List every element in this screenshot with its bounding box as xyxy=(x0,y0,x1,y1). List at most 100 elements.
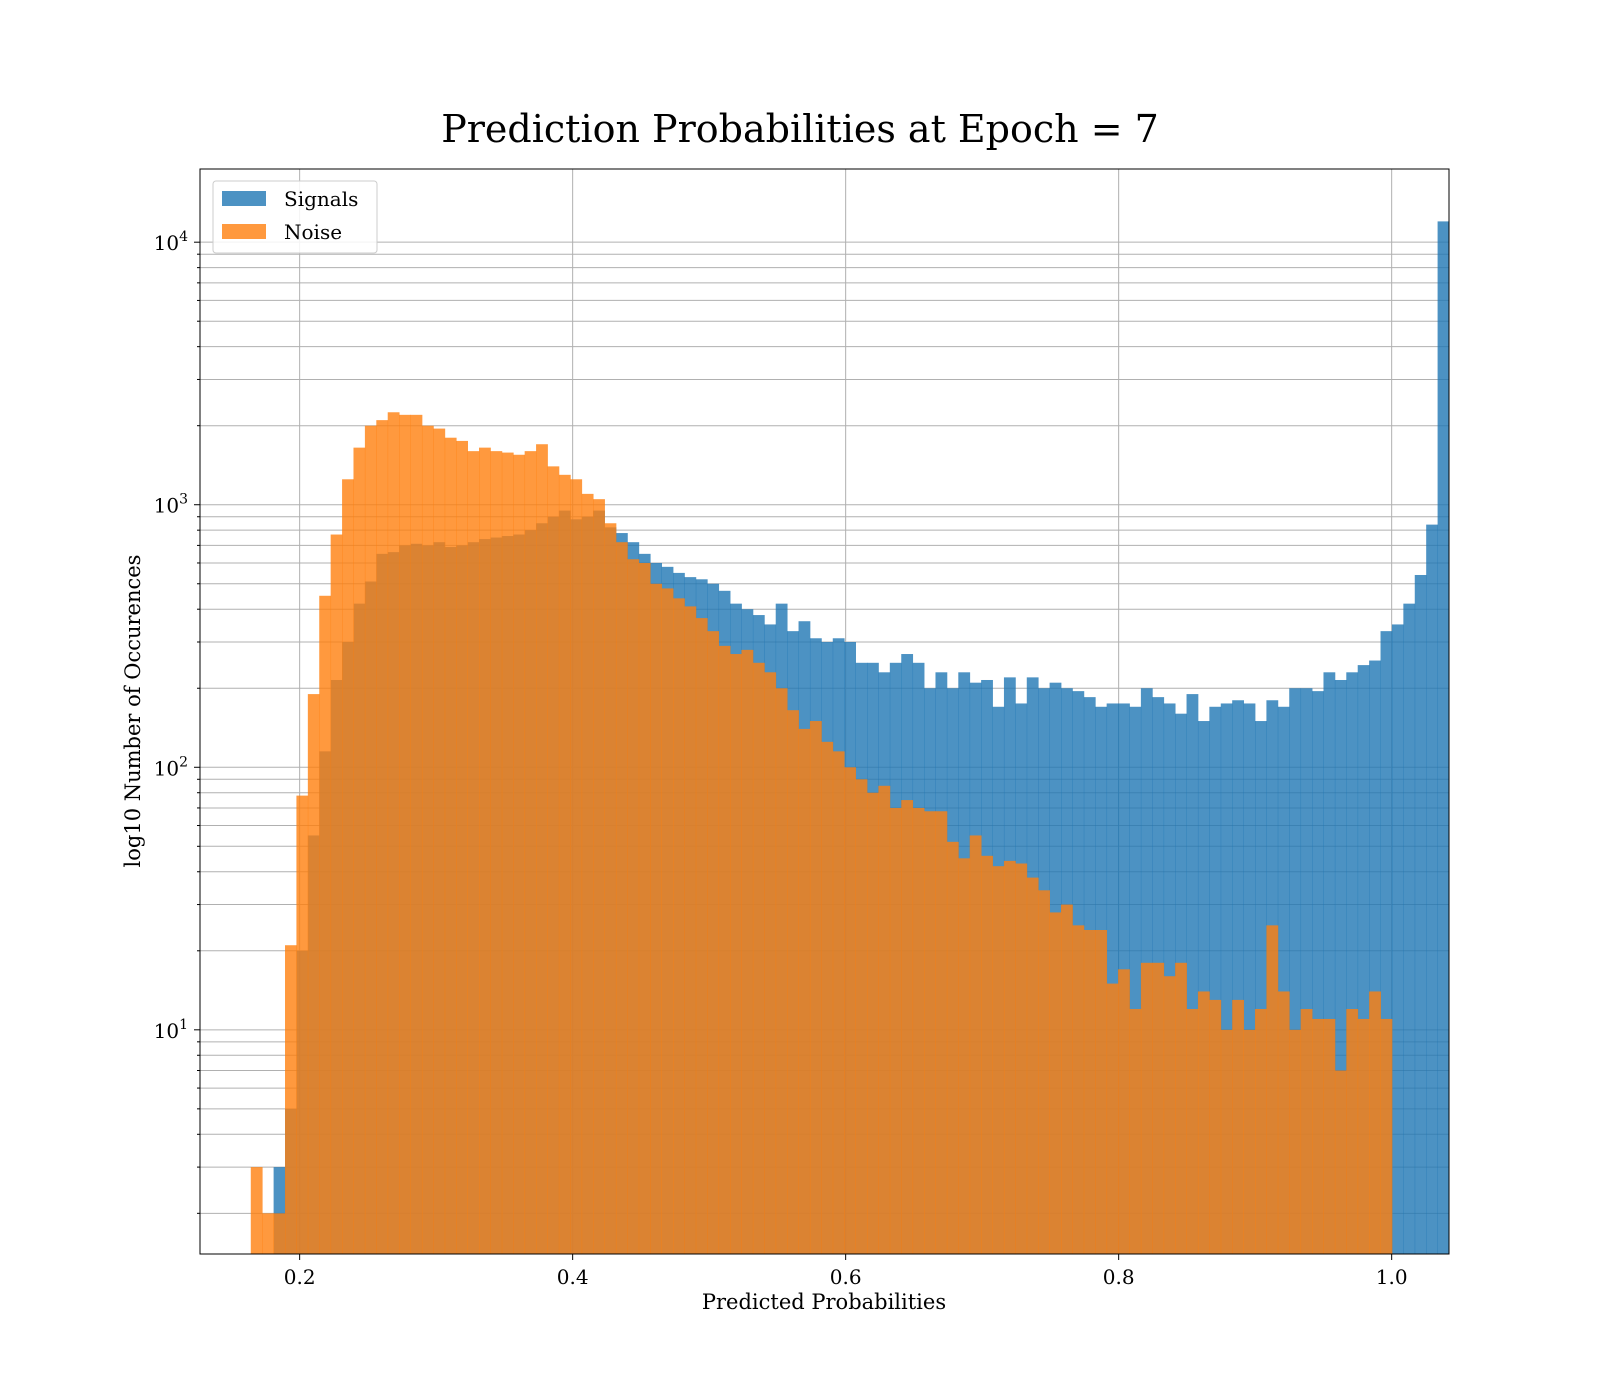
x-tick-label: 0.4 xyxy=(557,1265,589,1289)
y-tick-label: 102 xyxy=(154,754,188,780)
x-axis-label: Predicted Probabilities xyxy=(702,1290,946,1314)
noise-bar xyxy=(901,800,914,1254)
noise-bar xyxy=(1380,1018,1393,1254)
noise-bar xyxy=(593,499,605,1254)
noise-bar xyxy=(1026,877,1039,1254)
noise-bar xyxy=(456,440,468,1255)
plot-frame xyxy=(199,168,1450,1255)
x-tick-label: 0.2 xyxy=(284,1265,316,1289)
noise-bar xyxy=(821,741,834,1254)
noise-bar xyxy=(1277,991,1290,1254)
noise-bar xyxy=(775,688,788,1254)
noise-bar xyxy=(513,454,526,1255)
noise-bar xyxy=(1323,1018,1336,1254)
signals-bar xyxy=(1437,221,1450,1254)
noise-bar xyxy=(912,807,925,1254)
signals-bar xyxy=(1391,624,1404,1254)
signals-bar xyxy=(1289,688,1302,1254)
axis-ticks: 0.2 0.4 0.6 0.8 1.0 101 102 103 104 xyxy=(154,229,1408,1289)
noise-bar xyxy=(878,785,891,1254)
noise-bar xyxy=(1106,983,1119,1254)
noise-bar xyxy=(958,858,971,1254)
noise-bar xyxy=(1357,1018,1370,1254)
noise-bar xyxy=(889,807,902,1254)
signals-bar xyxy=(1277,706,1290,1254)
noise-bar xyxy=(798,728,811,1254)
noise-bar xyxy=(730,654,742,1254)
signals-bar xyxy=(1403,603,1416,1254)
signals-bar xyxy=(1369,660,1381,1254)
noise-bar xyxy=(444,437,457,1254)
noise-bar xyxy=(1243,1029,1256,1254)
legend-swatch-noise xyxy=(222,224,266,239)
noise-bar xyxy=(1140,962,1153,1254)
noise-bar xyxy=(809,721,822,1254)
signals-bar xyxy=(1129,706,1142,1254)
noise-bar xyxy=(867,792,879,1254)
noise-bar xyxy=(1197,991,1210,1254)
noise-bar xyxy=(1220,1029,1233,1254)
noise-bar xyxy=(1038,890,1050,1254)
noise-bar xyxy=(661,588,674,1254)
noise-bar xyxy=(1083,929,1096,1254)
noise-bar xyxy=(707,631,720,1254)
y-tick-label: 101 xyxy=(154,1017,188,1043)
noise-bar xyxy=(1049,912,1062,1254)
signals-bar xyxy=(1414,574,1427,1254)
signals-bar xyxy=(1243,703,1256,1254)
noise-bar xyxy=(992,866,1005,1254)
noise-bar xyxy=(844,767,856,1254)
noise-bar xyxy=(627,559,640,1254)
noise-bar xyxy=(1289,1029,1302,1254)
x-tick-label: 0.8 xyxy=(1103,1265,1135,1289)
noise-bar xyxy=(1369,991,1381,1254)
histogram-bars xyxy=(250,221,1450,1255)
signals-bar xyxy=(273,1167,286,1254)
noise-bar xyxy=(501,452,514,1255)
noise-bar xyxy=(1163,976,1176,1254)
signals-bar xyxy=(1186,694,1199,1254)
noise-bar xyxy=(1015,863,1028,1254)
noise-bar xyxy=(479,447,491,1254)
noise-bar xyxy=(969,835,982,1254)
noise-bar xyxy=(364,425,377,1254)
signals-bar xyxy=(1426,524,1438,1254)
noise-bar xyxy=(1266,925,1279,1254)
y-tick-label: 104 xyxy=(154,229,188,255)
signals-bar xyxy=(1197,721,1210,1254)
noise-bar xyxy=(376,420,389,1254)
noise-bar xyxy=(273,1213,286,1254)
noise-bar xyxy=(650,583,662,1254)
noise-bar xyxy=(615,542,628,1254)
noise-bar xyxy=(1186,1009,1199,1254)
signals-bar xyxy=(1300,688,1313,1254)
noise-bar xyxy=(262,1213,275,1254)
noise-bar xyxy=(1118,969,1130,1254)
noise-bar xyxy=(433,428,446,1254)
noise-bar xyxy=(1232,999,1244,1254)
noise-bar xyxy=(935,811,948,1254)
noise-bar xyxy=(1129,1009,1142,1254)
noise-bar xyxy=(250,1167,263,1254)
noise-bar xyxy=(1061,904,1073,1254)
signals-bar xyxy=(1323,672,1336,1254)
signals-bar xyxy=(1255,721,1267,1254)
noise-bar xyxy=(1072,925,1085,1254)
x-tick-label: 1.0 xyxy=(1376,1265,1408,1289)
noise-bar xyxy=(718,645,731,1254)
noise-bar xyxy=(421,425,434,1254)
noise-bar xyxy=(410,414,423,1254)
noise-bar xyxy=(1300,1009,1313,1254)
noise-bar xyxy=(547,466,560,1255)
noise-bar xyxy=(536,444,548,1254)
noise-bar xyxy=(1334,1070,1347,1254)
noise-bar xyxy=(330,534,343,1254)
noise-bar xyxy=(467,451,480,1254)
noise-bar xyxy=(353,447,366,1254)
signals-bar xyxy=(1346,672,1359,1254)
legend-label-noise: Noise xyxy=(284,220,342,244)
legend-swatch-signals xyxy=(222,191,266,206)
signals-bar xyxy=(1232,700,1244,1254)
signals-bar xyxy=(1106,703,1119,1254)
